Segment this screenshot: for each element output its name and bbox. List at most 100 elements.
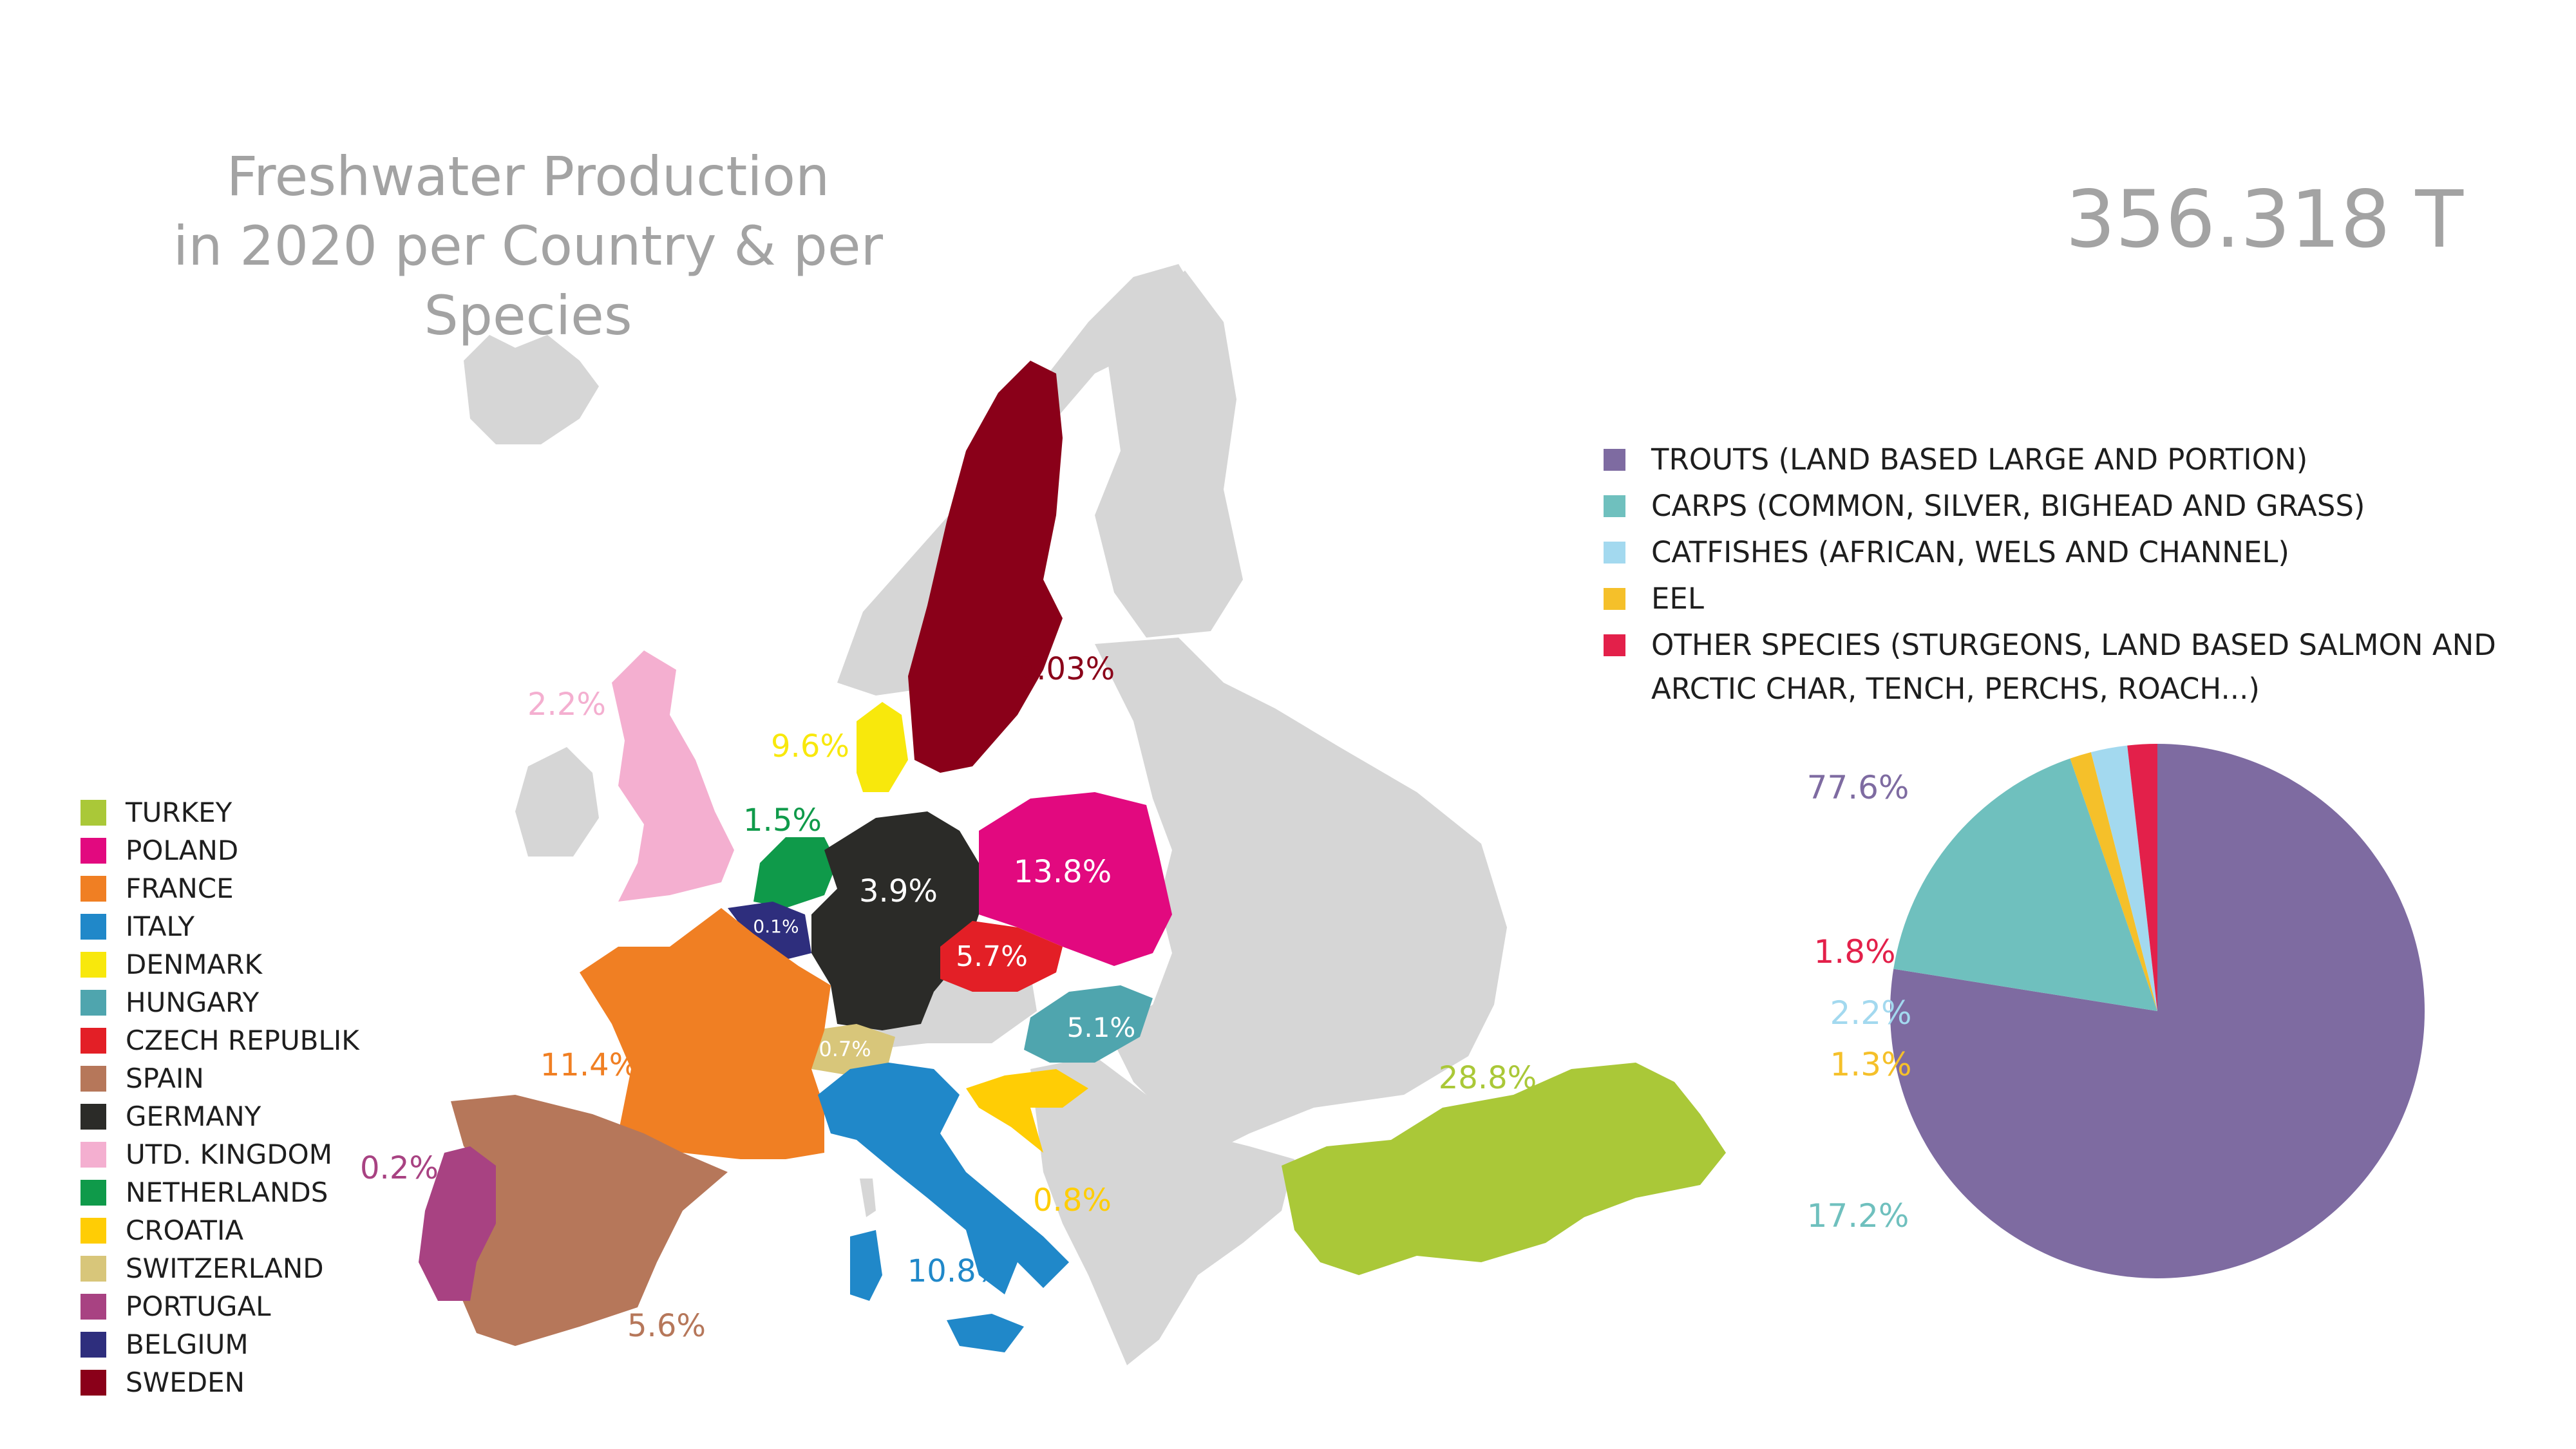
legend-item-hungary: HUNGARY [80,983,359,1021]
legend-item-france: FRANCE [80,869,359,907]
legend-label: FRANCE [126,873,234,904]
map-sicily [947,1314,1024,1352]
legend-label: NETHERLANDS [126,1177,328,1208]
species-legend-item: OTHER SPECIES (STURGEONS, LAND BASED SAL… [1604,623,2531,711]
map-label-croatia: 0.8% [1033,1182,1112,1218]
title-line-1: Freshwater Production [226,145,830,208]
finland [1095,270,1243,638]
legend-swatch [80,989,106,1016]
pie-label: 1.3% [1830,1046,1911,1083]
species-label: CARPS (COMMON, SILVER, BIGHEAD AND GRASS… [1651,489,2365,523]
species-swatch [1604,495,1625,517]
legend-swatch [80,1369,106,1396]
pie-slice-other-species-sturge [2127,744,2157,1011]
map-hungary [1024,985,1153,1063]
map-italy [818,1063,1069,1294]
map-labels: 28.8% 13.8% 11.4% 10.8% 9.6% 5.1% 5.7% 5.6% 3.9%… [360,651,1537,1344]
map-turkey [1282,1063,1726,1275]
legend-item-poland: POLAND [80,831,359,869]
map-switzerland [799,1024,895,1075]
legend-swatch [80,837,106,864]
legend-item-utd-kingdom: UTD. KINGDOM [80,1135,359,1173]
legend-label: CROATIA [126,1215,244,1246]
pie-label: 17.2% [1807,1197,1909,1235]
legend-label: SWEDEN [126,1367,245,1398]
map-label-turkey: 28.8% [1439,1060,1537,1096]
legend-swatch [80,1217,106,1244]
map-sweden [908,361,1063,773]
legend-swatch [80,1103,106,1130]
map-label-hungary: 5.1% [1067,1012,1136,1043]
legend-item-croatia: CROATIA [80,1211,359,1249]
map-poland [979,792,1172,966]
legend-item-switzerland: SWITZERLAND [80,1249,359,1287]
species-label: EEL [1651,582,1704,616]
map-label-france: 11.4% [540,1047,638,1083]
species-swatch [1604,542,1625,564]
species-pie-chart: 77.6% 17.2% 1.3% 2.2% 1.8% [1807,744,2425,1278]
legend-item-turkey: TURKEY [80,793,359,831]
legend-item-portugal: PORTUGAL [80,1287,359,1325]
map-label-germany: 3.9% [859,873,938,909]
species-swatch [1604,634,1625,656]
map-label-utd-kingdom: 2.2% [527,687,606,723]
map-spain [451,1095,728,1346]
map-label-italy: 10.8% [907,1253,1005,1289]
species-legend-item: CATFISHES (AFRICAN, WELS AND CHANNEL) [1604,531,2531,574]
legend-label: TURKEY [126,797,232,828]
map-label-portugal: 0.2% [360,1150,439,1186]
legend-label: GERMANY [126,1101,261,1132]
pie-label: 77.6% [1807,769,1909,806]
map-label-czech-republik: 5.7% [956,940,1028,973]
legend-swatch [80,799,106,826]
map-label-netherlands: 1.5% [743,802,822,838]
highlighted-countries [419,361,1726,1352]
map-czech [940,921,1063,992]
map-croatia [966,1069,1088,1153]
species-legend: TROUTS (LAND BASED LARGE AND PORTION) CAR… [1604,438,2531,714]
legend-label: SWITZERLAND [126,1253,324,1284]
species-label: OTHER SPECIES (STURGEONS, LAND BASED SAL… [1651,628,2496,706]
legend-item-germany: GERMANY [80,1097,359,1135]
species-legend-item: CARPS (COMMON, SILVER, BIGHEAD AND GRASS… [1604,484,2531,528]
legend-item-italy: ITALY [80,907,359,945]
map-sardinia [850,1230,882,1301]
map-uk [612,650,734,902]
chart-title: Freshwater Production in 2020 per Countr… [84,142,972,350]
total-production: 356.318 T [2065,174,2463,265]
map-label-denmark: 9.6% [771,728,849,764]
species-swatch [1604,588,1625,610]
legend-item-denmark: DENMARK [80,945,359,983]
legend-label: SPAIN [126,1063,204,1094]
legend-label: HUNGARY [126,987,260,1018]
map-denmark [857,702,908,792]
legend-label: POLAND [126,835,239,866]
map-label-sweden: 0.03% [1017,651,1115,687]
species-legend-item: TROUTS (LAND BASED LARGE AND PORTION) [1604,438,2531,482]
species-legend-item: EEL [1604,577,2531,621]
legend-swatch [80,1027,106,1054]
map-label-poland: 13.8% [1014,854,1112,890]
legend-swatch [80,1293,106,1320]
pie-label: 1.8% [1814,933,1895,971]
legend-label: ITALY [126,911,194,942]
map-label-switzerland: 0.7% [819,1037,871,1061]
species-label: TROUTS (LAND BASED LARGE AND PORTION) [1651,442,2308,477]
legend-swatch [80,913,106,940]
species-label: CATFISHES (AFRICAN, WELS AND CHANNEL) [1651,535,2289,569]
legend-item-czech-republik: CZECH REPUBLIK [80,1021,359,1059]
legend-swatch [80,875,106,902]
legend-swatch [80,951,106,978]
legend-label: DENMARK [126,949,262,980]
map-france [580,908,831,1159]
legend-swatch [80,1065,106,1092]
balkans [1030,1056,1294,1365]
legend-label: BELGIUM [126,1329,249,1360]
legend-swatch [80,1141,106,1168]
legend-item-netherlands: NETHERLANDS [80,1173,359,1211]
map-label-belgium: 0.1% [753,916,799,937]
map-germany [811,811,979,1030]
legend-label: PORTUGAL [126,1291,271,1322]
